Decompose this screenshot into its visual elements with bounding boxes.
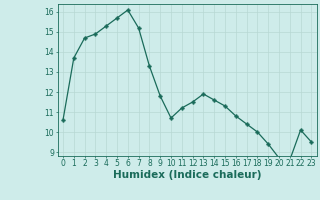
X-axis label: Humidex (Indice chaleur): Humidex (Indice chaleur) bbox=[113, 170, 261, 180]
